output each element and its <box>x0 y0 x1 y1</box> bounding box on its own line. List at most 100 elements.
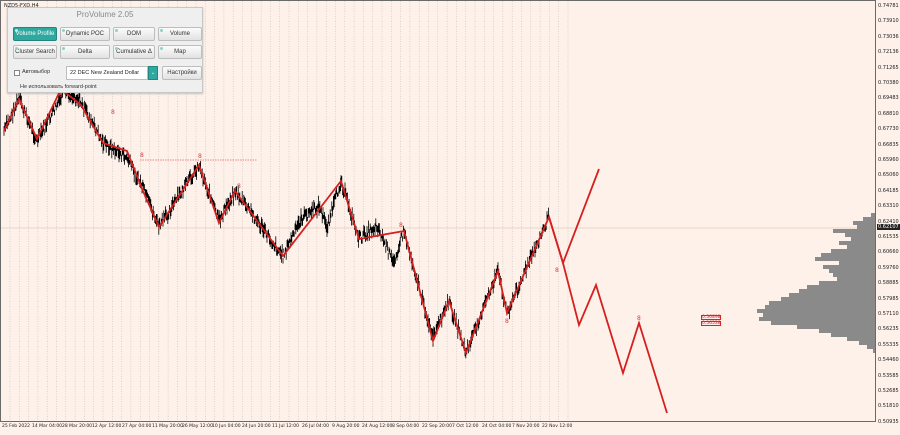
chart-area[interactable]: 8 8 8 8 8 8 8 8 8 8 NZD5-FXD,H4 0.56898 0.56538 P… <box>0 0 876 422</box>
price-chart[interactable]: 8 8 8 8 8 8 8 8 8 8 <box>1 1 876 422</box>
price-tick-label: 0.68810 <box>878 110 899 117</box>
time-tick-label: 22 Sep 20:00 <box>422 424 453 429</box>
price-tick-label: 0.52685 <box>878 388 899 394</box>
profile-bar <box>839 241 875 245</box>
dom-button[interactable]: DOM <box>113 27 155 41</box>
map-button[interactable]: Map <box>158 45 202 59</box>
price-tick-label: 0.65960 <box>878 157 899 163</box>
price-tick-label: 0.69483 <box>878 95 899 102</box>
time-tick-label: 11 Jul 12:00 <box>272 424 299 429</box>
profile-bar <box>815 257 875 261</box>
wave-mark: 8 <box>637 315 641 322</box>
volume-button[interactable]: Volume <box>158 27 202 41</box>
time-tick-label: 14 Mar 04:00 <box>32 424 63 429</box>
dynamic-poc-button[interactable]: Dynamic POC <box>60 27 110 41</box>
time-tick-label: 28 Mar 20:00 <box>62 424 93 429</box>
cluster-search-button[interactable]: Cluster Search <box>13 45 57 59</box>
price-tick-label: 0.65060 <box>878 172 899 179</box>
price-tick-label: 0.56235 <box>878 326 899 333</box>
button-dot-icon <box>115 47 118 50</box>
wave-mark: 8 <box>399 222 403 229</box>
profile-bar <box>833 273 875 277</box>
profile-bar <box>829 269 875 273</box>
price-axis: 0.74781 0.73910 0.73036 0.72136 0.71265 0.703… <box>876 0 900 435</box>
wave-mark: 8 <box>59 92 63 99</box>
price-tick-label: 0.55335 <box>878 341 899 348</box>
volume-profile <box>757 213 875 353</box>
volume-profile-button[interactable]: Volume Profile <box>13 27 57 41</box>
time-tick-label: 25 Feb 2022 <box>2 424 31 429</box>
price-tick-label: 0.66835 <box>878 141 899 148</box>
level-box-upper[interactable]: 0.56898 <box>701 315 721 320</box>
time-tick-label: 22 Nov 12:00 <box>542 424 573 429</box>
button-label: DOM <box>127 31 141 37</box>
profile-bar <box>781 297 875 301</box>
instrument-select[interactable]: 22 DEC New Zealand Dollar <box>66 66 148 80</box>
level-box-lower[interactable]: 0.56538 <box>701 321 721 326</box>
button-label: Dynamic POC <box>65 31 104 37</box>
button-label: Map <box>174 49 186 55</box>
time-tick-label: 8 Sep 04:00 <box>392 424 420 429</box>
time-tick-label: 24 Oct 04:00 <box>482 424 512 429</box>
symbol-label: NZD5-FXD,H4 <box>4 3 39 9</box>
price-tick-label: 0.54460 <box>878 357 899 364</box>
cumulative-delta-button[interactable]: Cumulative Δ <box>113 45 155 59</box>
wave-alt-path <box>548 168 600 266</box>
profile-bar <box>823 265 875 269</box>
autochoice-checkbox[interactable] <box>14 70 20 76</box>
profile-bar <box>763 313 875 317</box>
button-dot-icon <box>115 29 118 32</box>
button-label: Cluster Search <box>15 49 55 55</box>
time-tick-label: 9 Aug 20:00 <box>332 424 360 429</box>
forward-point-option[interactable]: Не использовать forward-point <box>20 84 97 90</box>
price-tick-label: 0.57110 <box>878 311 899 317</box>
wave-path <box>3 87 668 414</box>
time-tick-label: 10 Jun 04:00 <box>212 424 241 429</box>
profile-bar <box>859 341 875 345</box>
time-tick-label: 26 May 12:00 <box>182 424 213 429</box>
price-tick-label: 0.53585 <box>878 372 899 379</box>
provolume-panel[interactable]: ProVolume 2.05 Volume Profile Dynamic PO… <box>7 7 203 93</box>
profile-bar <box>799 289 875 293</box>
price-tick-label: 0.58885 <box>878 280 899 287</box>
price-tick-label: 0.70380 <box>878 80 899 86</box>
profile-bar <box>771 321 875 325</box>
price-tick-label: 0.73036 <box>878 33 899 40</box>
profile-bar <box>765 305 875 309</box>
wave-mark: 8 <box>237 183 241 190</box>
grid-lines <box>1 1 875 421</box>
profile-bar <box>847 245 875 249</box>
price-tick-label: 0.63310 <box>878 203 899 210</box>
price-tick-label: 0.67730 <box>878 126 899 133</box>
profile-bar <box>819 329 875 333</box>
price-tick-label: 0.51810 <box>878 403 899 410</box>
time-tick-label: 12 Apr 12:00 <box>92 424 122 429</box>
button-dot-icon <box>160 29 163 32</box>
settings-button[interactable]: Настройки <box>162 66 202 80</box>
wave-mark: 8 <box>505 318 509 325</box>
wave-mark: 8 <box>198 153 202 160</box>
button-label: Volume Profile <box>15 31 55 37</box>
profile-bar <box>797 325 875 329</box>
chevron-down-icon[interactable]: ⌄ <box>148 66 158 80</box>
time-tick-label: 11 May 20:00 <box>152 424 183 429</box>
profile-bar <box>847 337 875 341</box>
profile-bar <box>789 293 875 297</box>
profile-bar <box>831 249 875 253</box>
button-dot-icon <box>62 47 65 50</box>
delta-button[interactable]: Delta <box>60 45 110 59</box>
profile-bar <box>851 237 875 241</box>
price-candles <box>3 81 549 359</box>
profile-bar <box>873 349 875 353</box>
button-dot-icon <box>160 47 163 50</box>
price-tick-label: 0.74781 <box>878 3 899 9</box>
candle-bars <box>3 81 549 359</box>
price-tick-label: 0.50935 <box>878 418 899 425</box>
price-tick-label: 0.59760 <box>878 264 899 271</box>
price-tick-label: 0.60660 <box>878 249 899 256</box>
button-dot-icon <box>62 29 65 32</box>
time-tick-label: 24 Aug 12:00 <box>362 424 393 429</box>
wave-mark: 8 <box>111 109 115 116</box>
profile-bar <box>759 317 875 321</box>
profile-bar <box>863 217 875 221</box>
